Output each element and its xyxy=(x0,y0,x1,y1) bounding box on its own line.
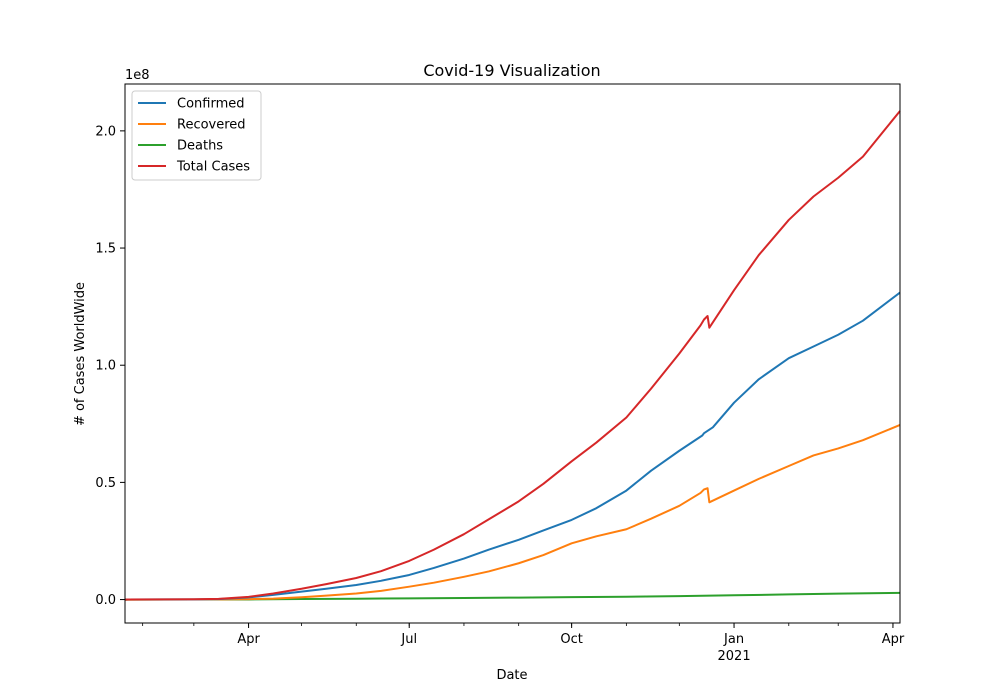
y-axis-label: # of Cases WorldWide xyxy=(73,282,88,426)
x-tick-label: Apr xyxy=(237,632,260,647)
x-tick-year-label: 2021 xyxy=(718,649,751,664)
x-tick-label: Jan xyxy=(723,632,744,647)
plot-frame xyxy=(124,83,901,624)
x-axis-ticks: Apr Jul Oct Jan 2021 Apr xyxy=(142,623,905,664)
x-tick-label: Oct xyxy=(560,632,582,647)
legend-box xyxy=(131,90,262,181)
series-line-recovered xyxy=(124,424,901,601)
x-tick-label: Apr xyxy=(882,632,905,647)
y-axis-ticks: 0.0 0.5 1.0 1.5 2.0 xyxy=(95,124,125,608)
y-axis-offset-label: 1e8 xyxy=(125,68,150,83)
y-tick-label: 0.0 xyxy=(95,593,116,608)
legend-label: Total Cases xyxy=(176,160,250,175)
legend-label: Confirmed xyxy=(177,97,245,112)
legend: Confirmed Recovered Deaths Total Cases xyxy=(131,90,262,181)
legend-label: Deaths xyxy=(177,139,223,154)
axes-group xyxy=(124,83,901,624)
chart-title: Covid-19 Visualization xyxy=(423,61,600,80)
y-tick-label: 0.5 xyxy=(95,476,116,491)
y-tick-label: 2.0 xyxy=(95,124,116,139)
legend-label: Recovered xyxy=(177,118,246,133)
x-axis-label: Date xyxy=(496,668,527,683)
series-line-total-cases xyxy=(124,110,901,601)
y-tick-label: 1.0 xyxy=(95,359,116,374)
y-tick-label: 1.5 xyxy=(95,242,116,257)
series-line-confirmed xyxy=(124,291,901,601)
series-group xyxy=(124,110,901,601)
x-tick-label: Jul xyxy=(400,632,417,647)
